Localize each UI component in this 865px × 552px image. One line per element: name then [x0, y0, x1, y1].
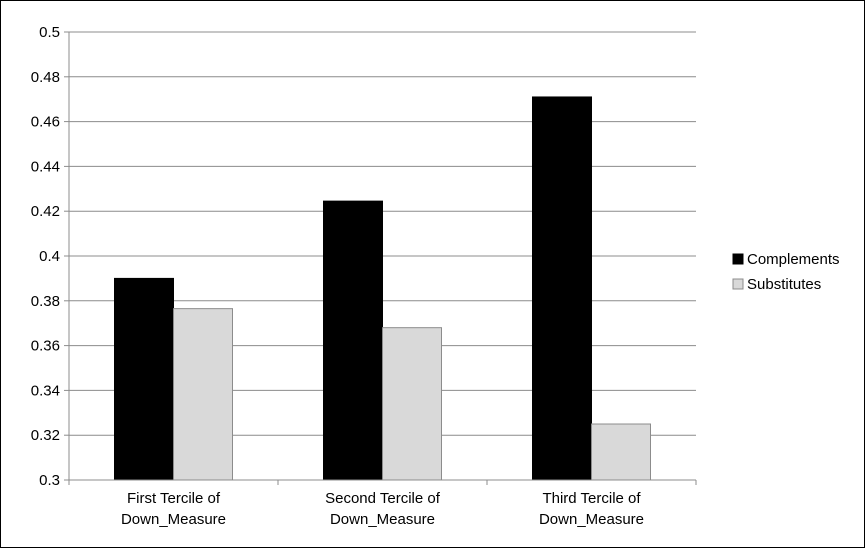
x-axis-labels: First Tercile of Down_Measure Second Terci…: [121, 490, 644, 528]
y-tick-label: 0.46: [31, 114, 60, 131]
legend: Complements Substitutes: [732, 251, 840, 293]
legend-label-complements: Complements: [747, 251, 840, 268]
y-tick-label: 0.34: [31, 382, 60, 399]
legend-label-substitutes: Substitutes: [747, 276, 821, 293]
x-category-label: Third Tercile of Down_Measure: [539, 490, 644, 528]
bar-substitutes-2: [382, 327, 442, 481]
y-tick-label: 0.32: [31, 427, 60, 444]
bar-complements-3: [532, 96, 592, 481]
bars: [114, 96, 651, 481]
axes: [68, 32, 697, 485]
y-axis-ticks: 0.3 0.32 0.34 0.36 0.38 0.4 0.42 0.44 0.46 0.48 0.…: [31, 24, 69, 489]
x-category-label: Second Tercile of Down_Measure: [325, 490, 441, 528]
y-tick-label: 0.48: [31, 69, 60, 86]
y-tick-label: 0.4: [39, 248, 60, 265]
legend-swatch-substitutes: [732, 278, 744, 290]
x-category-label: First Tercile of Down_Measure: [121, 490, 226, 528]
bar-complements-2: [323, 200, 383, 481]
y-tick-label: 0.36: [31, 338, 60, 355]
y-tick-label: 0.44: [31, 158, 60, 175]
y-tick-label: 0.3: [39, 472, 60, 489]
y-tick-label: 0.38: [31, 293, 60, 310]
bar-substitutes-3: [591, 423, 651, 481]
y-tick-label: 0.5: [39, 24, 60, 41]
legend-swatch-complements: [732, 253, 744, 265]
bar-substitutes-1: [173, 308, 233, 481]
y-tick-label: 0.42: [31, 203, 60, 220]
bar-complements-1: [114, 277, 174, 481]
